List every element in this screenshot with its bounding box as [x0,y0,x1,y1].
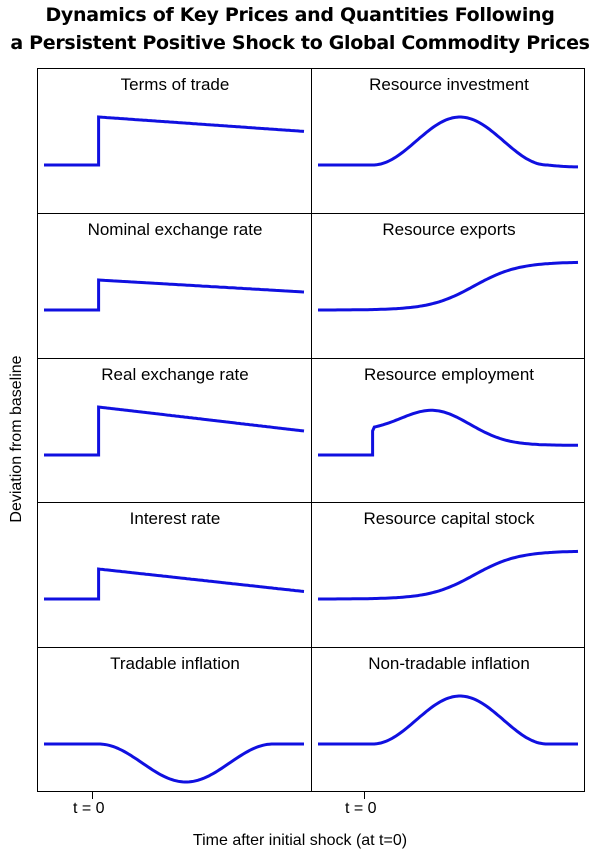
panel-resource-investment: Resource investment [312,69,586,214]
panel-real-exchange-rate: Real exchange rate [38,359,312,504]
panel-non-tradable-inflation: Non-tradable inflation [312,648,586,793]
x-axis-label: Time after initial shock (at t=0) [192,832,408,849]
panel-resource-employment: Resource employment [312,359,586,504]
panel-title: Resource investment [369,75,529,94]
panel-title: Resource employment [363,364,535,384]
panel-title: Tradable inflation [110,654,240,674]
panel-title: Real exchange rate [101,364,249,384]
y-axis-label: Deviation from baseline [8,355,25,523]
series-line-non-tradable-inflation [318,694,578,746]
t0-tick-label-left: t = 0 [73,800,105,817]
panel-title: Non-tradable inflation [368,654,530,674]
series-line-tradable-inflation [44,742,304,784]
panel-tradable-inflation: Tradable inflation [38,648,312,793]
panel-plot [44,115,305,167]
chart-title-line-1: Dynamics of Key Prices and Quantities Fo… [45,4,555,26]
chart-title-line-2: a Persistent Positive Shock to Global Co… [10,32,590,54]
panel-plot [318,550,579,601]
panel-title: Interest rate [129,509,221,529]
series-line-resource-exports [318,260,579,312]
panel-title: Resource exports [382,219,516,239]
panel-title: Nominal exchange rate [87,219,263,239]
panel-plot [44,278,305,312]
panel-title: Terms of trade [120,75,230,94]
panel-resource-exports: Resource exports [312,214,586,359]
series-line-nominal-exchange-rate [44,278,305,312]
panel-grid: Terms of trade Resource investment Nominal… [37,68,585,792]
panel-interest-rate: Interest rate [38,503,312,648]
series-line-resource-capital-stock [318,550,579,601]
panel-plot [318,260,579,312]
grid-column-divider [311,69,312,791]
series-line-resource-employment [318,408,578,457]
panel-plot [318,694,578,746]
panel-plot [318,408,578,457]
panel-resource-capital-stock: Resource capital stock [312,503,586,648]
panel-plot [318,115,578,169]
panel-plot [44,404,305,457]
series-line-resource-investment [318,115,578,169]
panel-terms-of-trade: Terms of trade [38,69,312,214]
series-line-real-exchange-rate [44,404,305,457]
t0-tick-label-right: t = 0 [345,800,377,817]
panel-nominal-exchange-rate: Nominal exchange rate [38,214,312,359]
panel-plot [44,567,305,601]
t0-tick-left [92,792,93,799]
series-line-interest-rate [44,567,305,601]
series-line-terms-of-trade [44,115,305,167]
panel-title: Resource capital stock [363,509,535,529]
panel-plot [44,742,304,784]
t0-tick-right [364,792,365,799]
